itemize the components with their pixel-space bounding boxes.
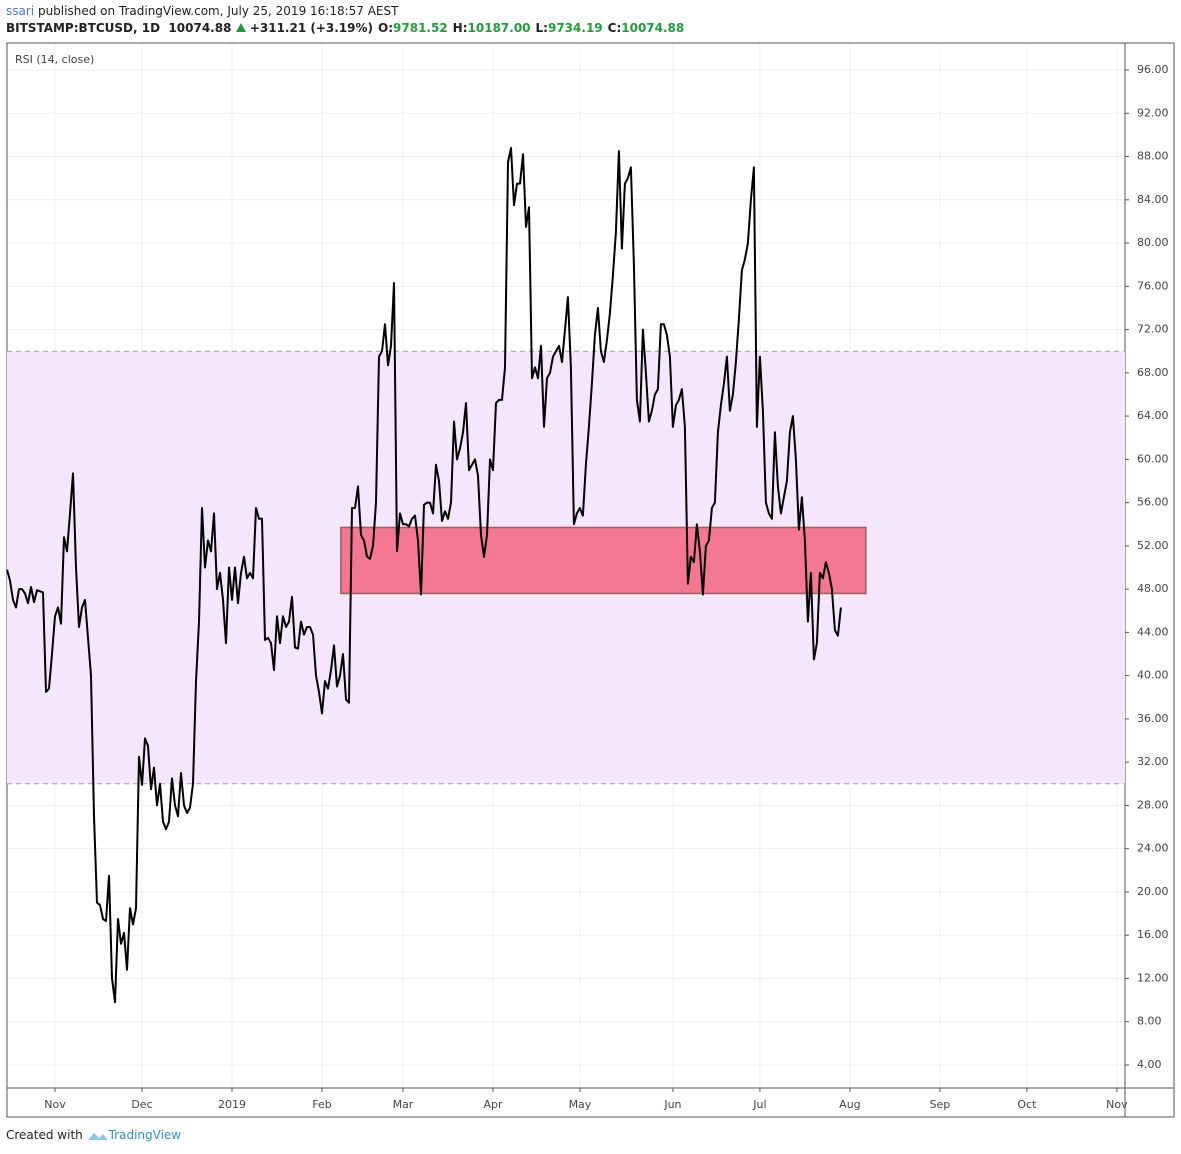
indicator-label: RSI (14, close) [15, 53, 94, 66]
y-tick-label: 12.00 [1137, 971, 1169, 984]
x-tick-label: Apr [483, 1098, 503, 1111]
header-quote: BITSTAMP:BTCUSD, 1D 10074.88 +311.21 (+3… [6, 21, 684, 35]
y-tick-label: 32.00 [1137, 755, 1169, 768]
highlight-zone [340, 526, 867, 595]
x-tick-label: Oct [1017, 1098, 1037, 1111]
y-tick-label: 84.00 [1137, 193, 1169, 206]
y-tick-label: 8.00 [1137, 1015, 1162, 1028]
rsi-line [6, 146, 842, 1004]
ohlc-value: 10074.88 [621, 21, 685, 35]
up-arrow [235, 23, 246, 32]
y-tick-label: 4.00 [1137, 1058, 1162, 1071]
published: published on TradingView.com, July 25, 2… [37, 4, 399, 18]
x-tick-label: Aug [839, 1098, 860, 1111]
y-tick-label: 76.00 [1137, 279, 1169, 292]
publisher[interactable]: ssari [6, 4, 35, 18]
x-tick-label: Dec [131, 1098, 152, 1111]
ohlc-key: C: [607, 21, 622, 35]
y-tick-label: 72.00 [1137, 323, 1169, 336]
y-tick-label: 92.00 [1137, 106, 1169, 119]
y-tick-label: 60.00 [1137, 452, 1169, 465]
y-tick-label: 48.00 [1137, 582, 1169, 595]
ohlc: O:9781.52 H:10187.00 L:9734.19 C:10074.88 [373, 21, 684, 35]
y-tick-label: 28.00 [1137, 798, 1169, 811]
brand-logo [87, 1132, 108, 1140]
y-tick-label: 24.00 [1137, 842, 1169, 855]
x-tick-label: May [569, 1098, 592, 1111]
last-price: 10074.88 [168, 21, 232, 35]
x-tick-label: Feb [312, 1098, 331, 1111]
ohlc-key: L: [535, 21, 548, 35]
y-tick-label: 68.00 [1137, 366, 1169, 379]
ohlc-value: 9734.19 [547, 21, 603, 35]
x-tick-label: Jun [663, 1098, 681, 1111]
y-tick-label: 52.00 [1137, 539, 1169, 552]
y-tick-label: 64.00 [1137, 409, 1169, 422]
x-tick-label: Jul [752, 1098, 766, 1111]
ohlc-value: 10187.00 [467, 21, 531, 35]
y-tick-label: 96.00 [1137, 63, 1169, 76]
y-tick-label: 36.00 [1137, 712, 1169, 725]
ohlc-key: O: [378, 21, 394, 35]
x-tick-label: Nov [44, 1098, 66, 1111]
y-tick-label: 80.00 [1137, 236, 1169, 249]
header-publish: ssari published on TradingView.com, July… [6, 4, 398, 18]
y-tick-label: 20.00 [1137, 885, 1169, 898]
y-tick-label: 16.00 [1137, 928, 1169, 941]
x-tick-label: Nov [1106, 1098, 1128, 1111]
x-tick-label: 2019 [218, 1098, 246, 1111]
ohlc-value: 9781.52 [393, 21, 448, 35]
y-tick-label: 44.00 [1137, 625, 1169, 638]
footer-prefix: Created with [6, 1128, 83, 1142]
symbol: BITSTAMP:BTCUSD, 1D [6, 21, 161, 35]
y-tick-label: 88.00 [1137, 150, 1169, 163]
footer-brand[interactable]: TradingView [108, 1128, 182, 1142]
y-tick-label: 40.00 [1137, 669, 1169, 682]
ohlc-key: H: [452, 21, 468, 35]
change: +311.21 (+3.19%) [249, 21, 374, 35]
x-tick-label: Mar [393, 1098, 414, 1111]
x-tick-label: Sep [930, 1098, 951, 1111]
y-tick-label: 56.00 [1137, 496, 1169, 509]
footer: Created with TradingView [6, 1128, 181, 1142]
